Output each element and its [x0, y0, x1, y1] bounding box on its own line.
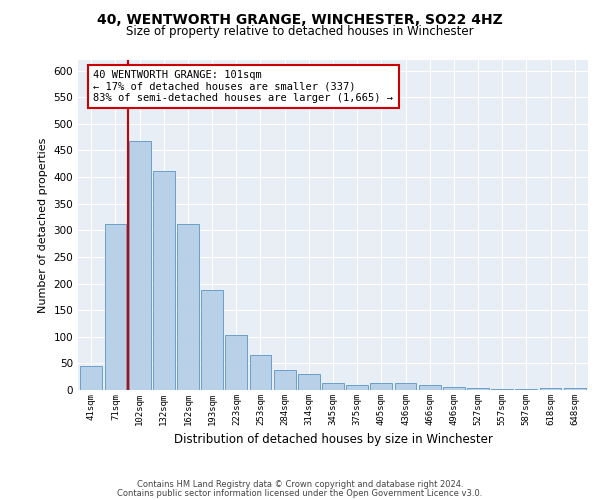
Bar — [226, 334, 247, 390]
X-axis label: Distribution of detached houses by size in Winchester: Distribution of detached houses by size … — [173, 434, 493, 446]
Bar — [370, 383, 392, 390]
Text: Contains HM Land Registry data © Crown copyright and database right 2024.: Contains HM Land Registry data © Crown c… — [137, 480, 463, 489]
Text: 40 WENTWORTH GRANGE: 101sqm
← 17% of detached houses are smaller (337)
83% of se: 40 WENTWORTH GRANGE: 101sqm ← 17% of det… — [94, 70, 394, 103]
Bar — [346, 384, 368, 390]
Bar — [564, 388, 586, 390]
Bar — [153, 170, 175, 390]
Text: 40, WENTWORTH GRANGE, WINCHESTER, SO22 4HZ: 40, WENTWORTH GRANGE, WINCHESTER, SO22 4… — [97, 12, 503, 26]
Bar — [104, 224, 127, 390]
Bar — [443, 387, 465, 390]
Bar — [491, 389, 513, 390]
Bar — [177, 224, 199, 390]
Bar — [274, 370, 296, 390]
Text: Contains public sector information licensed under the Open Government Licence v3: Contains public sector information licen… — [118, 488, 482, 498]
Bar — [467, 388, 489, 390]
Bar — [419, 384, 440, 390]
Y-axis label: Number of detached properties: Number of detached properties — [38, 138, 48, 312]
Bar — [539, 388, 562, 390]
Bar — [201, 290, 223, 390]
Bar — [80, 366, 102, 390]
Bar — [395, 383, 416, 390]
Text: Size of property relative to detached houses in Winchester: Size of property relative to detached ho… — [126, 25, 474, 38]
Bar — [322, 383, 344, 390]
Bar — [298, 374, 320, 390]
Bar — [250, 356, 271, 390]
Bar — [129, 142, 151, 390]
